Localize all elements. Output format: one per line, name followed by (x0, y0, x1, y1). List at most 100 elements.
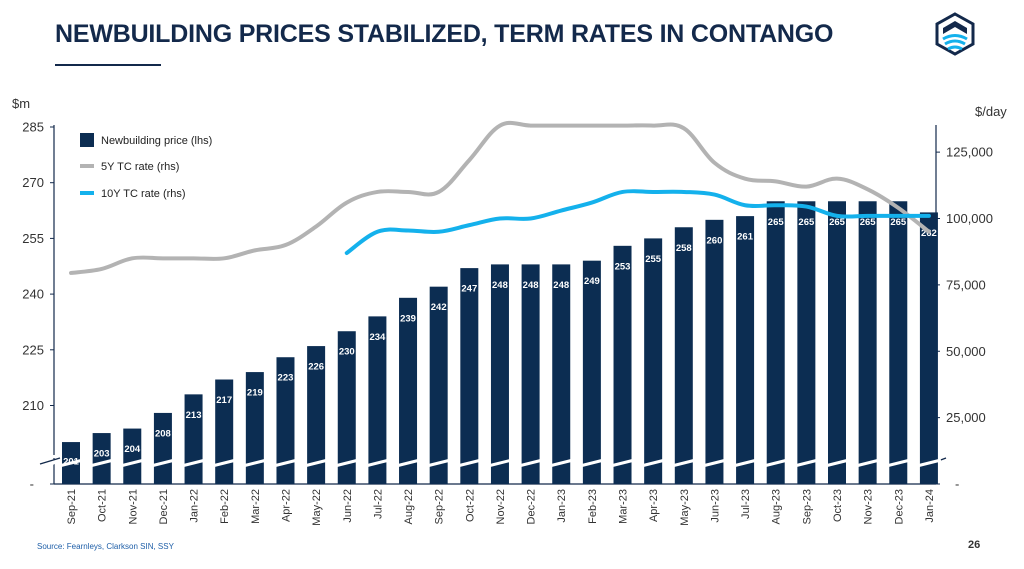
price-bar (674, 227, 693, 484)
bar-break-band (793, 458, 819, 468)
price-bar (153, 412, 172, 484)
axis-break-mark (110, 456, 123, 466)
left-y-tick-label: 255 (22, 231, 44, 246)
left-y-tick-label: 270 (22, 175, 44, 190)
axis-break-mark (876, 456, 889, 466)
bar-value-label: 265 (829, 217, 846, 228)
legend-bar-swatch (80, 133, 94, 147)
price-bar (644, 238, 663, 484)
right-y-tick-label: 75,000 (946, 277, 986, 292)
price-bar (797, 201, 816, 484)
page-title: NEWBUILDING PRICES STABILIZED, TERM RATE… (55, 20, 834, 48)
x-tick-label: Nov-23 (863, 489, 875, 524)
bar-break-band (242, 458, 268, 468)
price-bar (276, 357, 295, 484)
axis-break-mark (509, 456, 522, 466)
bar-value-label: 217 (216, 395, 232, 406)
bar-value-label: 230 (339, 347, 355, 358)
axis-break-mark (264, 456, 277, 466)
x-tick-label: Sep-22 (434, 489, 446, 524)
axis-break-mark (80, 456, 93, 466)
bar-value-label: 223 (278, 373, 294, 384)
right-y-tick-label: - (955, 477, 959, 492)
page-number: 26 (968, 539, 981, 551)
bar-break-band (824, 458, 850, 468)
bar-value-label: 248 (492, 280, 508, 291)
bar-break-band (303, 458, 329, 468)
left-y-tick-label: - (30, 477, 34, 492)
price-bar (613, 245, 632, 484)
left-y-tick-label: 240 (22, 287, 44, 302)
bar-break-band (426, 458, 452, 468)
bar-break-band (763, 458, 789, 468)
bar-break-band (181, 458, 206, 468)
price-bar (399, 297, 418, 484)
x-tick-label: May-22 (311, 489, 323, 526)
bar-break-band (365, 458, 390, 468)
price-bar (705, 219, 724, 485)
axis-break-mark (417, 456, 430, 466)
price-bar (552, 264, 571, 484)
bar-break-band (916, 458, 942, 468)
bar-break-band (702, 458, 727, 468)
bar-break-band (732, 458, 758, 468)
newbuilding-price-chart: 285 270 255 240 225 210 - 125,000 100,000 75,000 5… (22, 120, 993, 526)
x-tick-label: Aug-23 (771, 489, 783, 524)
bar-value-label: 208 (155, 428, 171, 439)
left-y-tick-label: 210 (22, 398, 44, 413)
legend-label-newbuilding-price: Newbuilding price (lhs) (101, 135, 212, 147)
axis-break-mark (478, 456, 491, 466)
x-tick-label: Jun-23 (709, 489, 721, 523)
bar-break-band (671, 458, 697, 468)
x-tick-label: Jul-22 (372, 489, 384, 519)
axis-break-mark (172, 456, 185, 466)
price-bar (889, 201, 908, 484)
axis-break-mark (325, 456, 338, 466)
axis-break-mark (815, 456, 828, 466)
left-y-tick-label: 285 (22, 120, 44, 135)
x-tick-label: Jan-22 (189, 489, 201, 523)
x-tick-label: Feb-22 (219, 489, 231, 524)
bar-value-label: 249 (584, 276, 600, 287)
bar-value-label: 234 (369, 332, 386, 343)
bar-break-band (518, 458, 543, 468)
x-tick-label: Dec-21 (158, 489, 170, 524)
bar-break-band (119, 458, 145, 468)
x-tick-label: Jul-23 (740, 489, 752, 519)
price-bar (429, 286, 448, 484)
price-bar (582, 260, 601, 484)
five-year-tc-rate-line (69, 120, 931, 275)
axis-break-mark (693, 456, 706, 466)
price-bar (919, 212, 938, 484)
x-tick-label: Oct-22 (464, 489, 476, 522)
bar-break-band (610, 458, 635, 468)
axis-break-mark (631, 456, 644, 466)
price-bar (368, 316, 387, 484)
bar-value-label: 242 (431, 302, 447, 313)
x-tick-label: Feb-23 (587, 489, 599, 524)
bar-break-band (579, 458, 605, 468)
price-bar (521, 264, 540, 484)
ten-year-tc-rate-line (344, 189, 931, 256)
bar-value-label: 258 (676, 243, 692, 254)
legend-label-five-year: 5Y TC rate (rhs) (101, 161, 179, 173)
bar-break-band (487, 458, 513, 468)
axis-break-mark (846, 456, 859, 466)
x-tick-label: Mar-23 (618, 489, 630, 524)
x-tick-label: Nov-22 (495, 489, 507, 524)
price-bar (490, 264, 509, 484)
x-tick-label: Apr-22 (280, 489, 292, 522)
right-y-tick-label: 100,000 (946, 211, 993, 226)
x-tick-label: Aug-22 (403, 489, 415, 524)
x-tick-label: Jan-23 (556, 489, 568, 523)
axis-break-mark (294, 456, 307, 466)
price-bar (245, 372, 264, 484)
bar-break-band (89, 458, 115, 468)
x-tick-label: Apr-23 (648, 489, 660, 522)
axis-break-mark (570, 456, 583, 466)
title-underline (55, 64, 161, 66)
bar-value-label: 239 (400, 313, 416, 324)
axis-break-mark (601, 456, 614, 466)
bar-value-label: 203 (94, 449, 110, 460)
bar-break-band (273, 458, 298, 468)
